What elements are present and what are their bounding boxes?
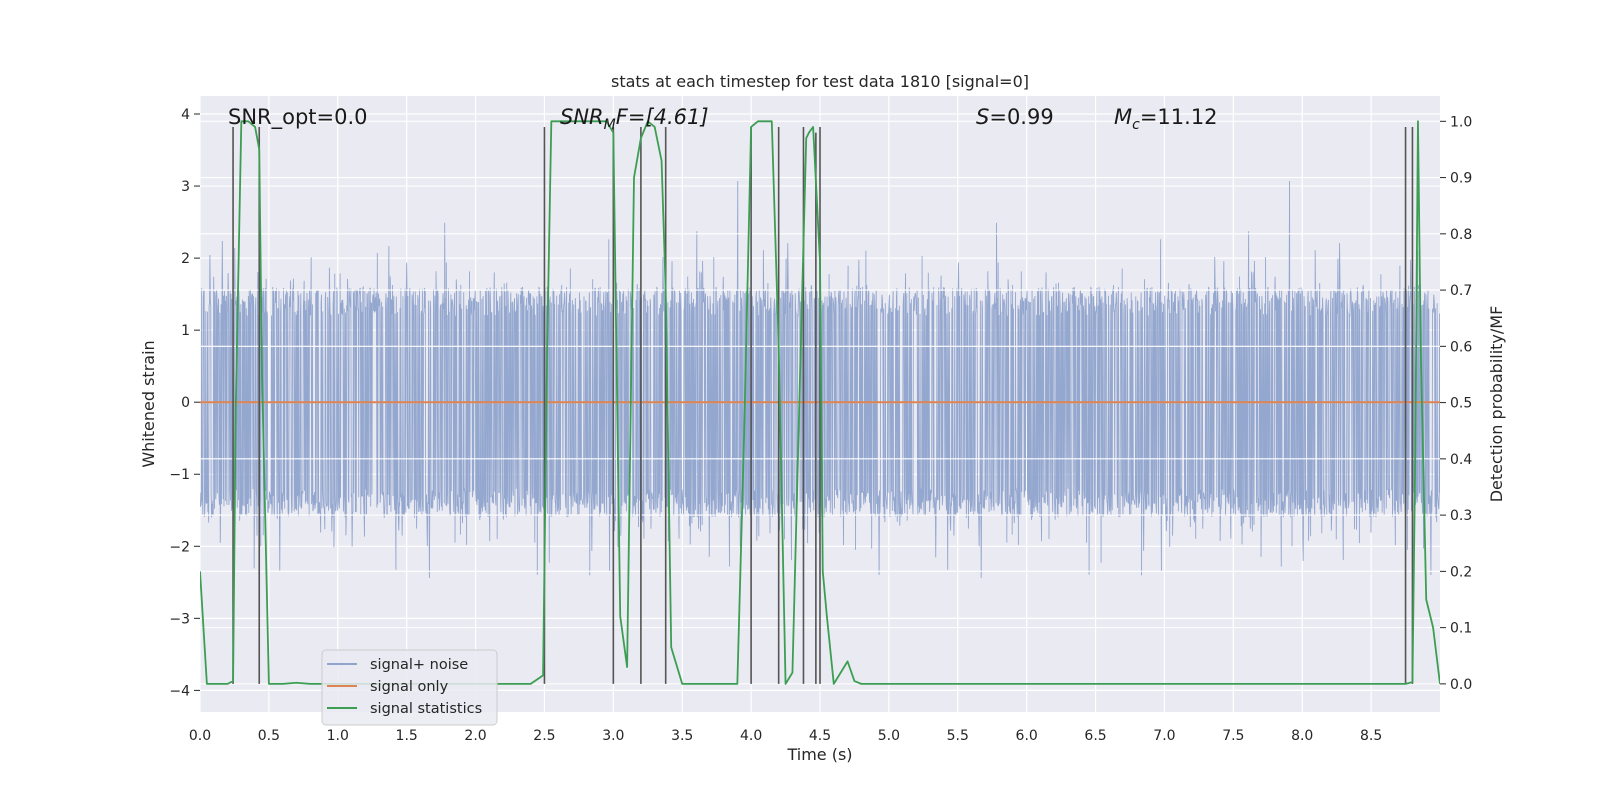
- x-tick-0: 0.0: [189, 728, 211, 744]
- x-tick-5: 2.5: [533, 728, 555, 744]
- x-tick-6: 3.0: [602, 728, 624, 744]
- y-ticks: −4 −3 −2 −1 0 1 2 3 4: [169, 107, 200, 699]
- legend-label-signal-only: signal only: [370, 679, 449, 695]
- statistics-line: [200, 120, 1440, 685]
- x-axis-label: Time (s): [786, 745, 852, 764]
- annotation-snr-mf: SNRMF=[4.61]: [560, 105, 709, 133]
- x-tick-11: 5.5: [947, 728, 969, 744]
- y-axis-label: Whitened strain: [139, 340, 158, 467]
- y-right-tick-3: 0.3: [1450, 508, 1472, 524]
- y-right-tick-1: 0.1: [1450, 621, 1472, 637]
- x-tick-1: 0.5: [258, 728, 280, 744]
- x-tick-17: 8.5: [1360, 728, 1382, 744]
- x-tick-13: 6.5: [1084, 728, 1106, 744]
- y-right-tick-0: 0.0: [1450, 677, 1472, 693]
- x-tick-9: 4.5: [809, 728, 831, 744]
- legend-label-statistics: signal statistics: [370, 701, 482, 717]
- y-right-tick-7: 0.7: [1450, 283, 1472, 299]
- y-tick-5: 1: [181, 323, 190, 339]
- x-tick-16: 8.0: [1291, 728, 1313, 744]
- detection-vlines: [232, 126, 1414, 684]
- y-tick-0: −4: [169, 683, 190, 699]
- mc-subscript: c: [1132, 117, 1140, 133]
- y-right-tick-2: 0.2: [1450, 564, 1472, 580]
- annotation-s: S=0.99: [976, 105, 1054, 129]
- s-symbol: S: [976, 105, 989, 129]
- y-right-tick-8: 0.8: [1450, 227, 1472, 243]
- snr-mf-base: SNR: [560, 105, 604, 129]
- mc-symbol: M: [1114, 105, 1132, 129]
- legend-box: [321, 649, 498, 726]
- x-tick-10: 5.0: [878, 728, 900, 744]
- x-tick-14: 7.0: [1153, 728, 1175, 744]
- y-tick-8: 4: [181, 107, 190, 123]
- y-right-tick-4: 0.4: [1450, 452, 1472, 468]
- y-tick-4: 0: [181, 395, 190, 411]
- y-right-tick-6: 0.6: [1450, 339, 1472, 355]
- y-tick-6: 2: [181, 251, 190, 267]
- x-tick-12: 6.0: [1016, 728, 1038, 744]
- x-tick-15: 7.5: [1222, 728, 1244, 744]
- y-tick-3: −1: [169, 467, 190, 483]
- x-tick-8: 4.0: [740, 728, 762, 744]
- y-right-tick-5: 0.5: [1450, 396, 1472, 412]
- y-ticks-right: 0.0 0.1 0.2 0.3 0.4 0.5 0.6 0.7 0.8 0.9 1.0: [1440, 114, 1472, 693]
- y-right-tick-9: 0.9: [1450, 171, 1472, 187]
- legend-label-noise: signal+ noise: [370, 657, 468, 673]
- annotation-mc: Mc=11.12: [1114, 105, 1218, 133]
- signal-statistics-series: [200, 120, 1440, 685]
- x-tick-7: 3.5: [671, 728, 693, 744]
- chart-title: stats at each timestep for test data 181…: [611, 72, 1029, 91]
- snr-mf-sub: M: [604, 117, 616, 133]
- y-tick-7: 3: [181, 179, 190, 195]
- legend: signal+ noise signal only signal statist…: [321, 649, 498, 726]
- mc-value: =11.12: [1140, 105, 1218, 129]
- y-tick-2: −2: [169, 539, 190, 555]
- s-value: =0.99: [989, 105, 1053, 129]
- x-tick-3: 1.5: [396, 728, 418, 744]
- x-ticks: 0.0 0.5 1.0 1.5 2.0 2.5 3.0 3.5 4.0 4.5 5.0 5.5 6.0 6…: [189, 728, 1382, 744]
- x-tick-2: 1.0: [327, 728, 349, 744]
- y-axis-label-right: Detection probability/MF: [1487, 306, 1506, 503]
- y-right-tick-10: 1.0: [1450, 114, 1472, 130]
- snr-mf-rest-f: F=[4.61]: [616, 105, 709, 129]
- y-tick-1: −3: [169, 611, 190, 627]
- x-tick-4: 2.0: [464, 728, 486, 744]
- annotation-snr-opt: SNR_opt=0.0: [228, 105, 368, 130]
